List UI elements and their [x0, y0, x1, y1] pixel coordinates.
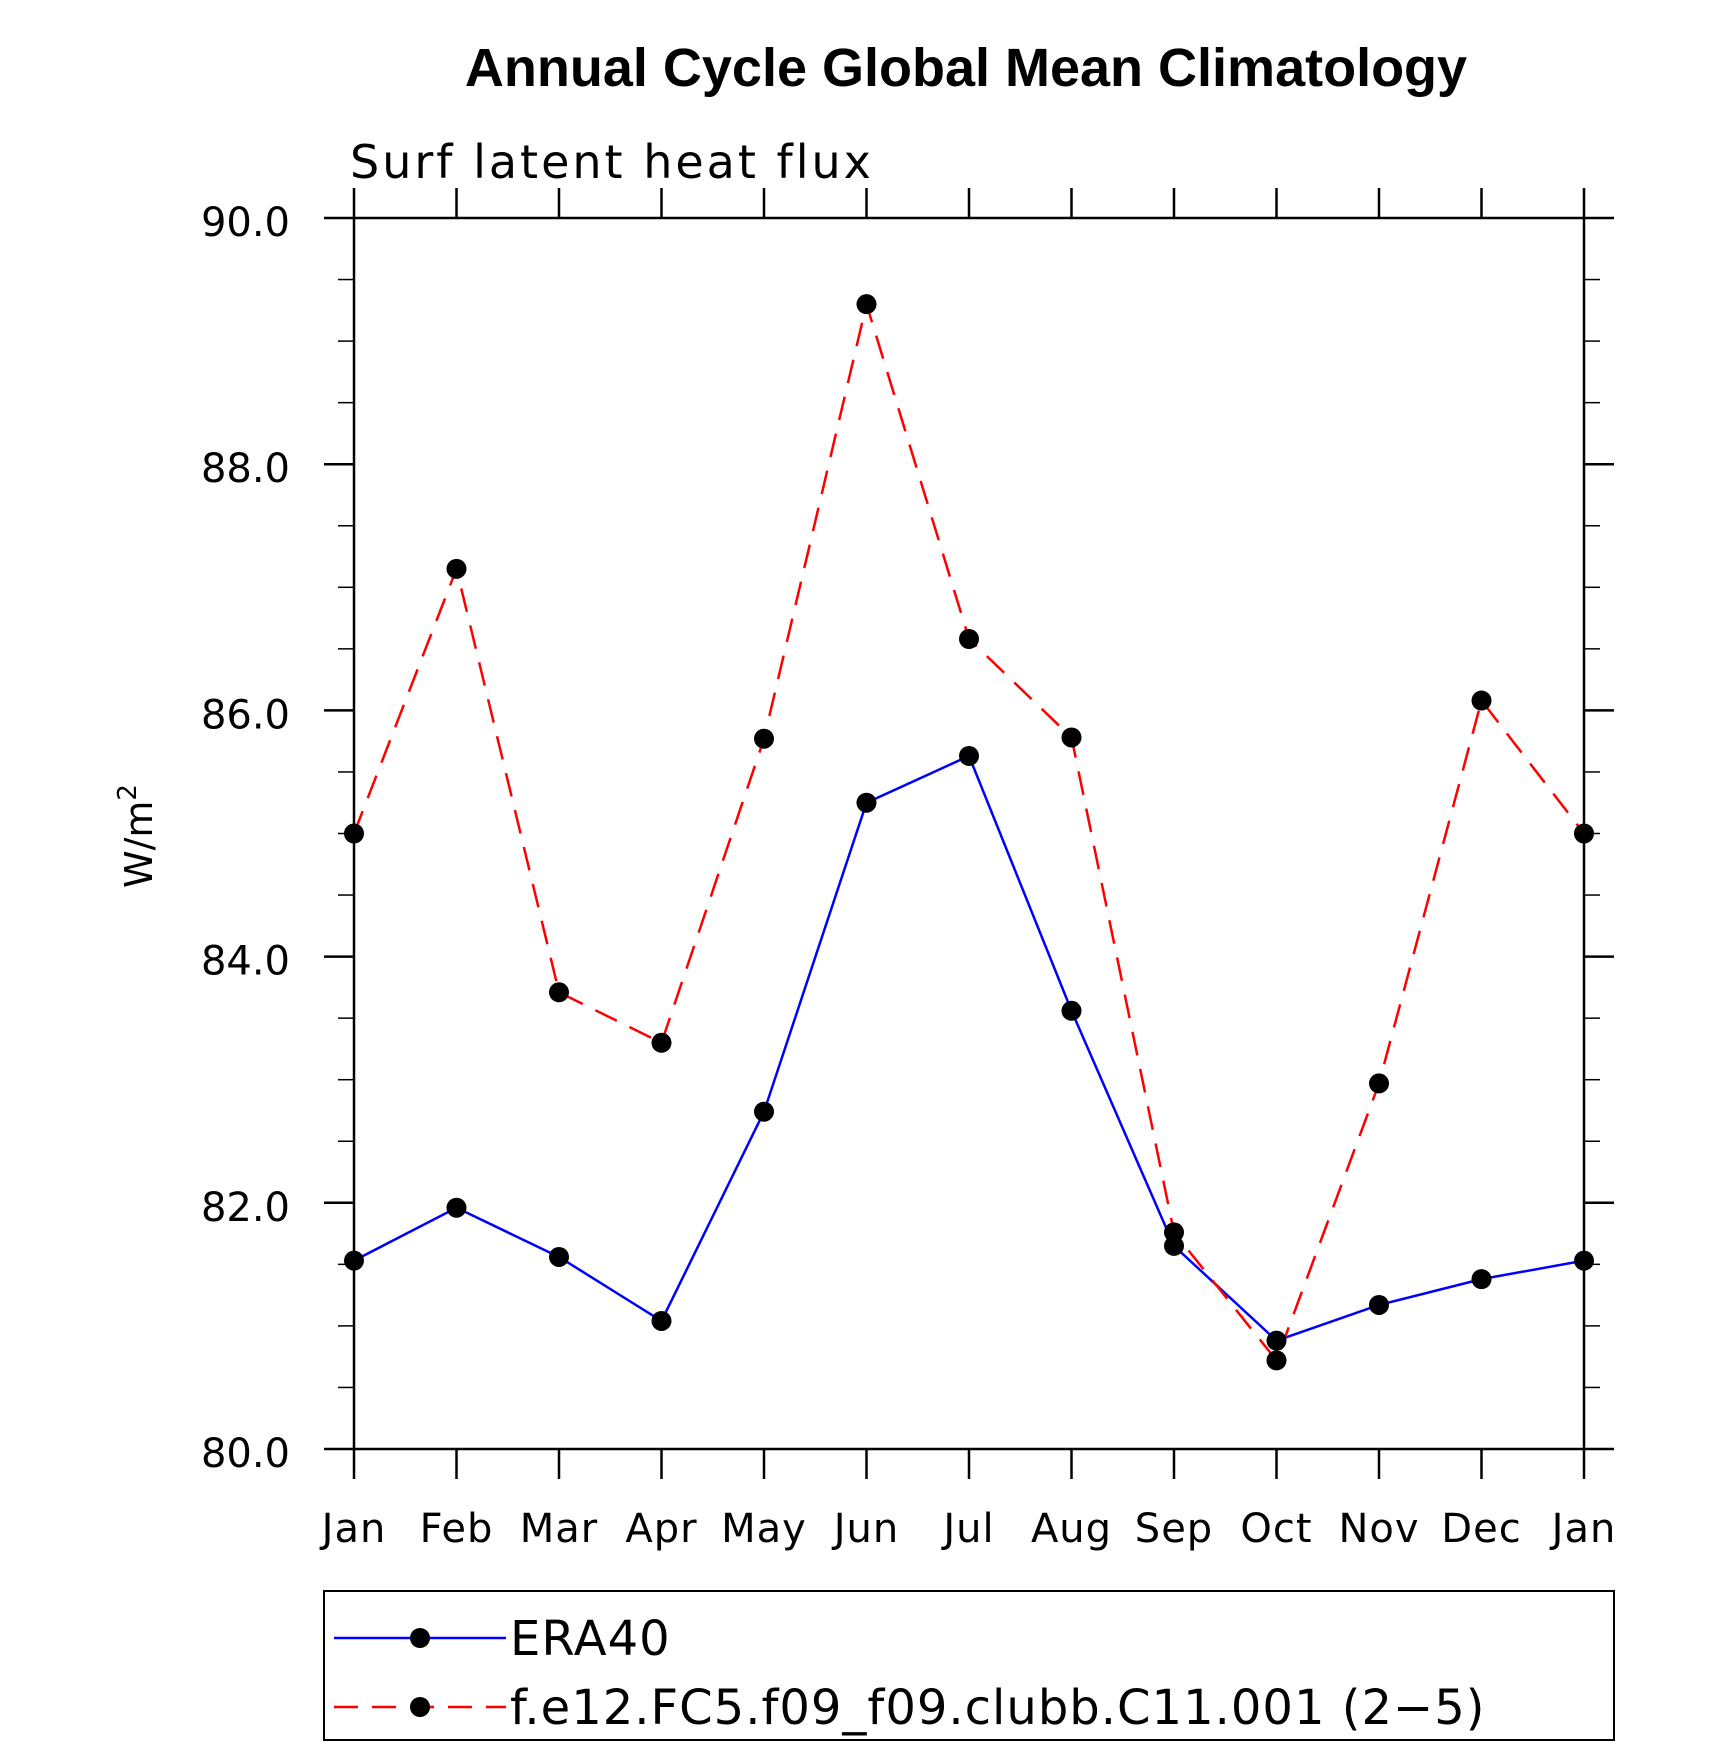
- y-axis-label: W/m2: [113, 784, 161, 888]
- series-1-point: [446, 1197, 467, 1218]
- legend-label-2: f.e12.FC5.f09_f09.clubb.C11.001 (2−5): [510, 1680, 1485, 1736]
- series-1-point: [344, 1250, 364, 1271]
- series-line-2: [352, 299, 1585, 1363]
- series-2-point: [1061, 727, 1082, 748]
- y-tick-label: 84.0: [201, 939, 290, 985]
- x-tick-label: Feb: [420, 1506, 494, 1552]
- series-1-point: [651, 1310, 672, 1331]
- x-tick-label: Aug: [1031, 1506, 1112, 1552]
- y-tick-label: 80.0: [201, 1431, 290, 1477]
- legend-label-1: ERA40: [510, 1611, 671, 1667]
- y-tick-label: 88.0: [201, 446, 290, 492]
- series-1-point: [754, 1101, 774, 1122]
- y-axis-label-superscript: 2: [113, 784, 143, 801]
- x-tick-label: Jul: [940, 1506, 994, 1552]
- series-2-point: [1164, 1222, 1184, 1243]
- series-2-point: [549, 982, 569, 1003]
- series-2-point: [754, 728, 774, 749]
- legend-marker-1: [410, 1628, 430, 1648]
- plot-frame: [352, 216, 1586, 1451]
- x-tick-label: Dec: [1441, 1506, 1521, 1552]
- series-1-point: [549, 1246, 569, 1267]
- series-2-point: [446, 558, 467, 579]
- series-1-point: [1266, 1330, 1287, 1351]
- series-2-point: [1471, 690, 1492, 711]
- series-2-point: [1369, 1073, 1389, 1094]
- y-axis-label-main: W/m: [117, 801, 161, 888]
- series-2-point: [344, 823, 364, 844]
- chart-subtitle: Surf latent heat flux: [350, 135, 874, 189]
- series-1-point: [1471, 1269, 1492, 1290]
- legend-marker-2: [410, 1697, 430, 1717]
- x-tick-label: Jan: [319, 1506, 387, 1552]
- x-tick-label: Apr: [625, 1506, 697, 1552]
- series-2-point: [651, 1032, 672, 1053]
- series-line-1: [353, 754, 1585, 1343]
- x-tick-label: Mar: [520, 1506, 598, 1552]
- series-1-point: [1369, 1294, 1389, 1315]
- chart-title: Annual Cycle Global Mean Climatology: [465, 38, 1467, 98]
- y-tick-label: 90.0: [201, 200, 290, 246]
- series-2-point: [1574, 823, 1594, 844]
- x-tick-label: Nov: [1338, 1506, 1419, 1552]
- x-tick-label: May: [721, 1506, 807, 1552]
- x-tick-label: Oct: [1240, 1506, 1312, 1552]
- y-tick-label: 86.0: [201, 692, 290, 738]
- legend-box: [323, 1590, 1615, 1741]
- series-1-point: [959, 745, 979, 766]
- series-2-point: [959, 629, 979, 650]
- legend: ERA40 f.e12.FC5.f09_f09.clubb.C11.001 (2−…: [323, 1590, 1615, 1741]
- series-1-point: [1574, 1250, 1594, 1271]
- plot-area: 80.0 82.0 84.0 86.0 88.0 90.0 Jan Feb Mar Apr May J…: [201, 188, 1617, 1552]
- series-2-point: [856, 294, 877, 315]
- series-1-point: [856, 792, 877, 813]
- y-tick-label: 82.0: [201, 1185, 290, 1231]
- x-tick-label: Jan: [1549, 1506, 1617, 1552]
- series-2-point: [1266, 1350, 1287, 1371]
- series-1-point: [1061, 1000, 1082, 1021]
- x-tick-label: Sep: [1135, 1506, 1213, 1552]
- x-tick-label: Jun: [831, 1506, 900, 1552]
